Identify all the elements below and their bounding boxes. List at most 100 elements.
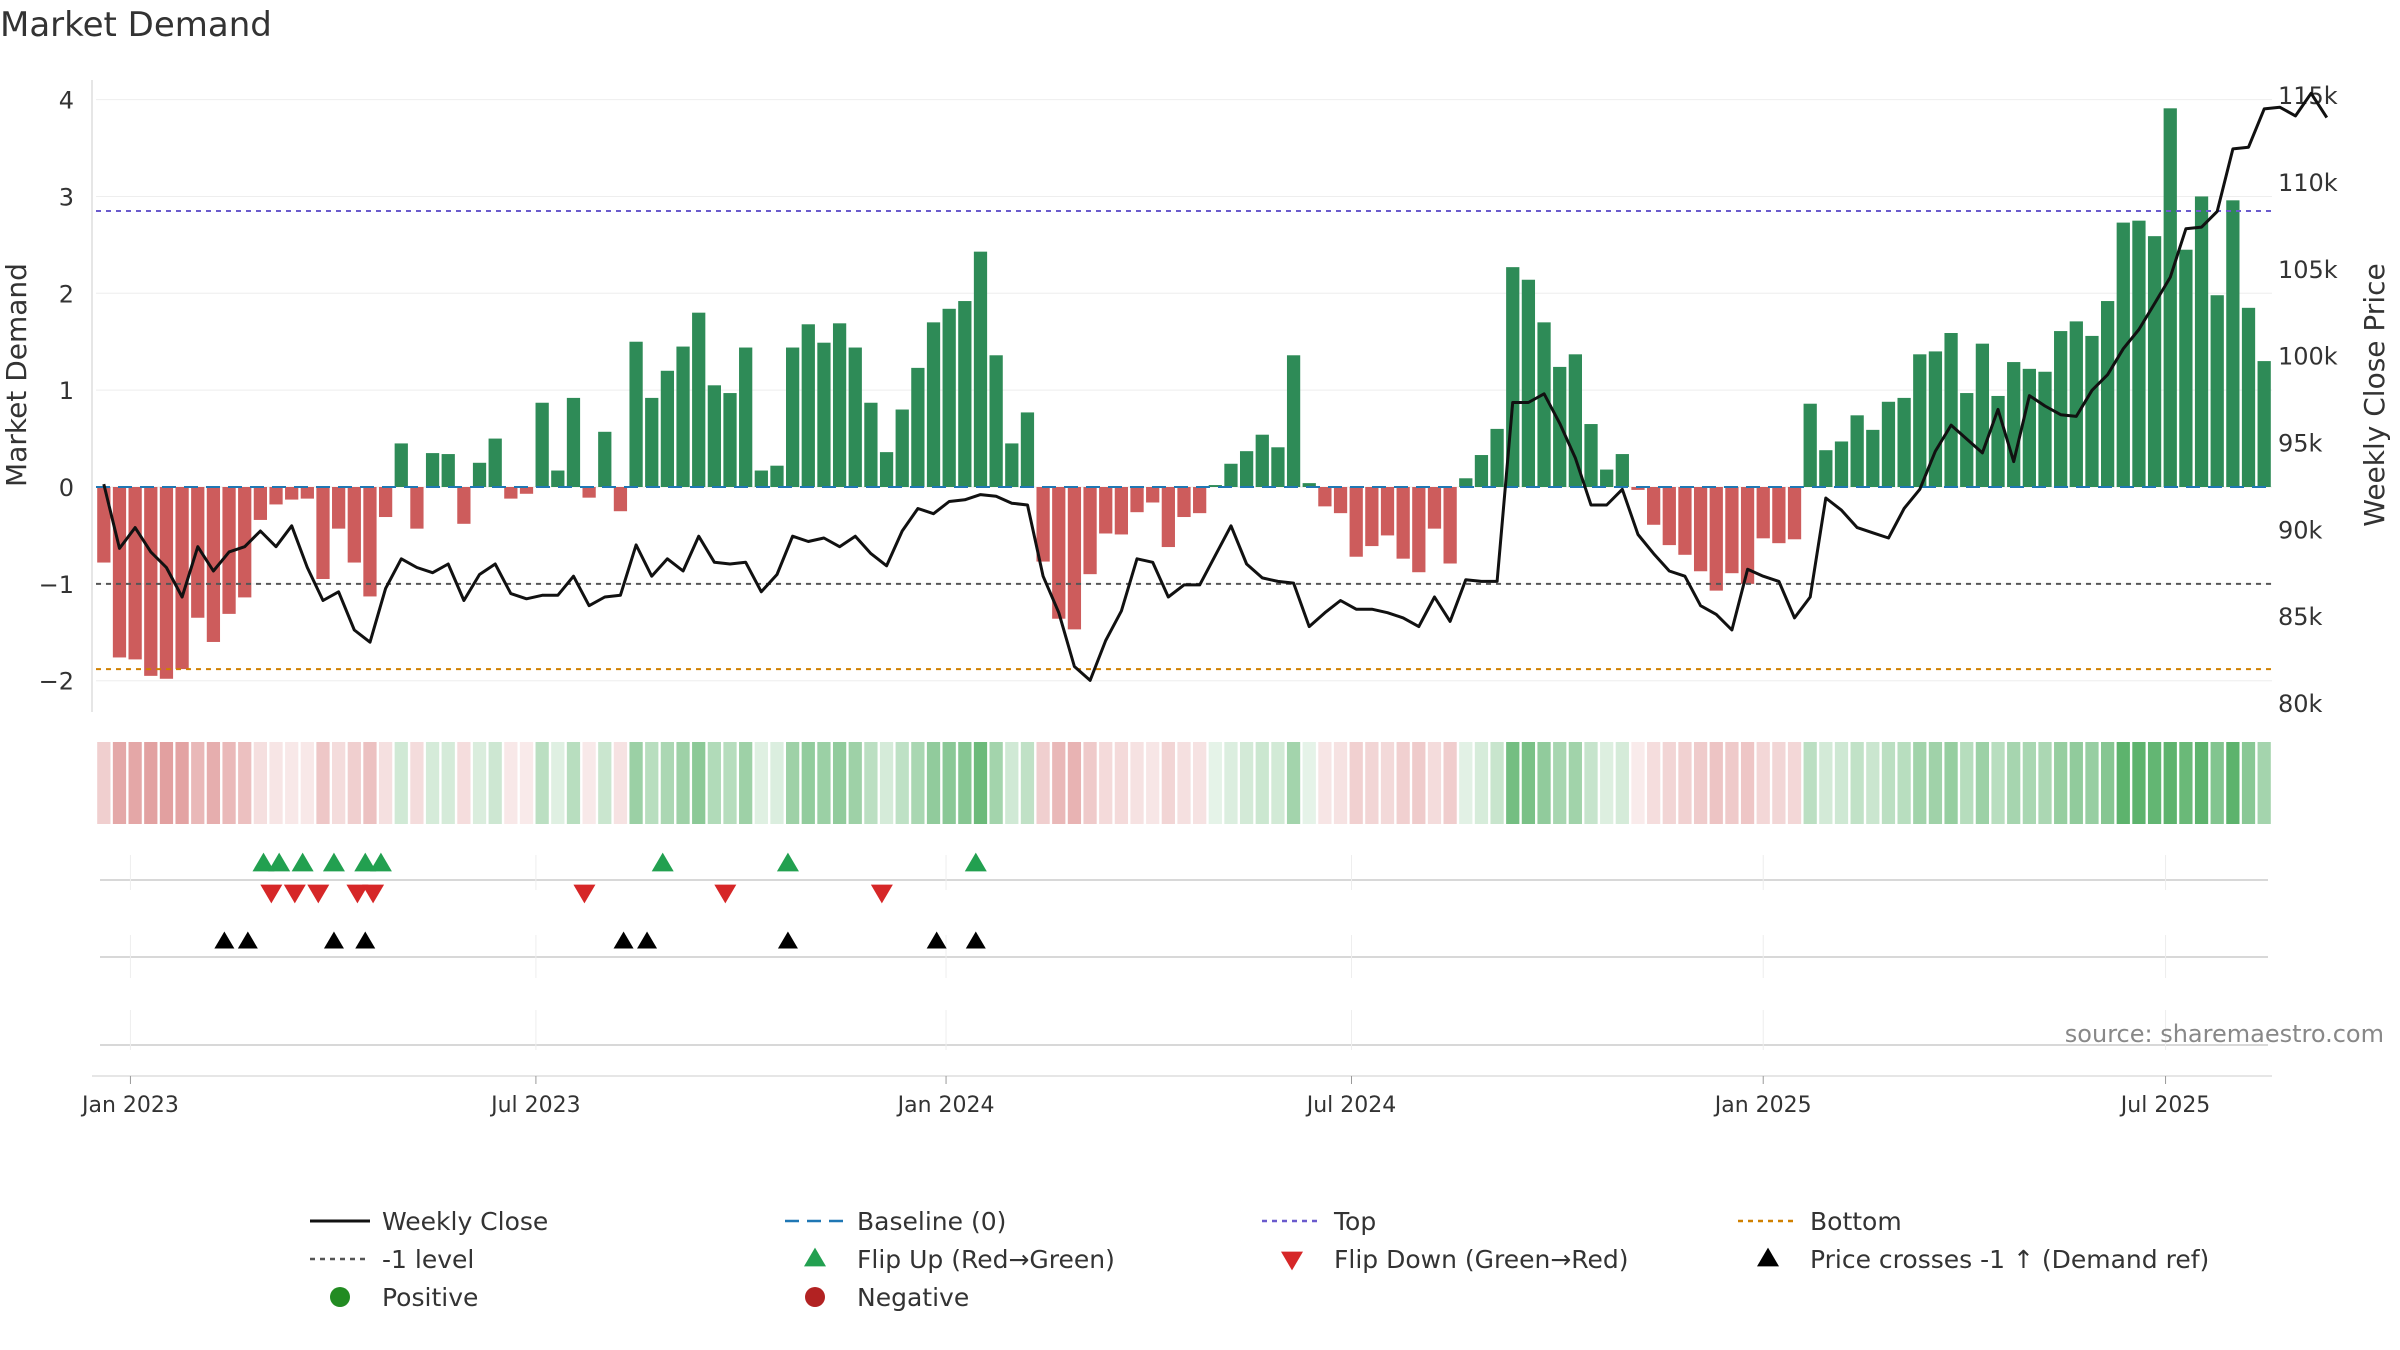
strip-cell [1568, 742, 1582, 824]
strip-cell [1114, 742, 1129, 824]
y2-tick-label: 100k [2278, 343, 2338, 371]
x-tick-label: Jul 2024 [1305, 1093, 1397, 1118]
y2-tick-label: 85k [2278, 603, 2323, 631]
strip-cell [1286, 742, 1301, 824]
strip-cell [1427, 742, 1442, 824]
strip-cell [1819, 742, 1833, 824]
strip-cell [253, 742, 268, 824]
strip-cell [1678, 742, 1692, 824]
y-tick-label: 2 [59, 280, 74, 308]
strip-cell [1459, 742, 1473, 824]
strip-cell [1349, 742, 1363, 824]
strip-cell [1083, 742, 1097, 824]
demand-bar-positive [864, 402, 878, 487]
price-cross-marker [965, 931, 986, 949]
strip-cell [519, 742, 534, 824]
demand-bar-positive [1474, 455, 1489, 487]
strip-cell [1897, 742, 1911, 824]
demand-bar-positive [1615, 454, 1629, 487]
strip-cell [1662, 742, 1676, 824]
demand-bar-positive [472, 462, 487, 487]
x-axis: Jan 2023 Jul 2023 Jan 2024 Jul 2024 Jan 2025… [80, 1075, 2272, 1118]
strip-cell [1443, 742, 1457, 824]
strip-cell [504, 742, 518, 824]
demand-bar-negative [1380, 487, 1395, 536]
flip-up-marker [776, 852, 799, 872]
strip-cell [1647, 742, 1661, 824]
demand-bar-positive [2100, 301, 2115, 487]
demand-bar-negative [269, 487, 283, 505]
strip-cell [144, 742, 158, 824]
demand-bar-positive [2257, 361, 2271, 487]
strip-cell [1099, 742, 1113, 824]
demand-bar-positive [2194, 196, 2209, 487]
strip-cell [425, 742, 440, 824]
source-note: source: sharemaestro.com [2065, 1020, 2384, 1048]
demand-bar-positive [1239, 451, 1254, 487]
demand-bar-positive [1881, 401, 1896, 487]
strip-cell [222, 742, 236, 824]
strip-cell [801, 742, 815, 824]
flip-down-marker [307, 884, 330, 904]
demand-bar-positive [1286, 355, 1301, 487]
legend-top-label: Top [1333, 1207, 1376, 1236]
demand-bar-negative [1193, 487, 1207, 514]
y2-tick-label: 110k [2278, 169, 2338, 197]
demand-bar-positive [1975, 343, 1990, 487]
strip-cell [911, 742, 925, 824]
strip-cell [2085, 742, 2099, 824]
strip-cell [2038, 742, 2052, 824]
demand-bar-negative [191, 487, 205, 618]
demand-bar-positive [879, 452, 894, 487]
demand-bar-negative [97, 487, 111, 563]
strip-cell [786, 742, 800, 824]
demand-bar-negative [300, 487, 314, 499]
y2-tick-label: 90k [2278, 516, 2323, 544]
strip-cell [1177, 742, 1191, 824]
y2-tick-label: 105k [2278, 256, 2338, 284]
demand-bar-negative [1349, 487, 1363, 557]
strip-cell [1224, 742, 1238, 824]
demand-bar-positive [973, 251, 988, 487]
event-markers [100, 852, 2268, 1050]
demand-bar-negative [1177, 487, 1191, 518]
demand-bar-negative [1333, 487, 1348, 514]
strip-cell [1333, 742, 1348, 824]
demand-bar-positive [1866, 429, 1880, 487]
price-cross-marker [637, 931, 658, 949]
demand-bar-positive [1928, 351, 1943, 487]
strip-cell [582, 742, 596, 824]
demand-bar-positive [1944, 333, 1958, 487]
demand-bar-positive [754, 470, 768, 487]
strip-cell [942, 742, 956, 824]
price-cross-marker [237, 931, 258, 949]
legend-positive-label: Positive [382, 1283, 478, 1312]
strip-cell [2194, 742, 2209, 824]
legend-flip-up-label: Flip Up (Red→Green) [857, 1245, 1115, 1274]
demand-bar-positive [2179, 249, 2193, 487]
strip-cell [535, 742, 549, 824]
demand-bar-negative [1647, 487, 1661, 525]
strip-cell [2100, 742, 2115, 824]
demand-bar-positive [2116, 222, 2130, 488]
strip-cell [2132, 742, 2146, 824]
strip-cell [97, 742, 111, 824]
strip-cell [1208, 742, 1222, 824]
demand-bar-positive [660, 370, 675, 487]
demand-bar-negative [253, 487, 268, 520]
demand-bar-negative [1412, 487, 1426, 573]
demand-bar-positive [1005, 443, 1019, 487]
price-cross-marker [214, 931, 235, 949]
strip-cell [1255, 742, 1269, 824]
strip-cell [754, 742, 768, 824]
demand-heat-strip [97, 742, 2271, 824]
demand-bar-negative [144, 487, 158, 676]
demand-bar-negative [1740, 487, 1755, 584]
demand-bar-negative [1099, 487, 1113, 534]
strip-cell [347, 742, 361, 824]
demand-bar-positive [692, 312, 706, 487]
demand-bar-negative [582, 487, 596, 498]
strip-cell [472, 742, 487, 824]
